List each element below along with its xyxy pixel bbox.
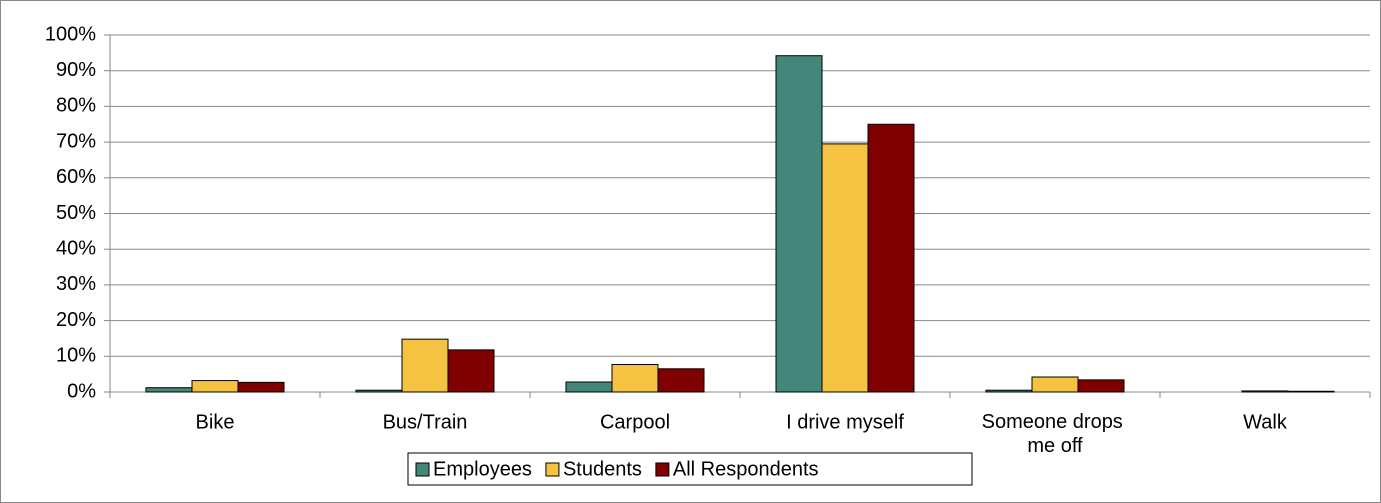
bar (1241, 390, 1289, 393)
y-tick-label: 50% (56, 202, 96, 224)
y-tick-label: 100% (45, 23, 96, 45)
y-tick-label: 60% (56, 166, 96, 188)
x-tick-label: I drive myself (786, 411, 904, 433)
bar (775, 55, 823, 393)
bar (611, 364, 659, 393)
bar (145, 387, 193, 393)
bar (1287, 390, 1335, 393)
legend-swatch (545, 462, 560, 477)
legend-swatch (655, 462, 670, 477)
bar (1077, 379, 1125, 393)
bar (821, 143, 869, 393)
y-tick-label: 0% (67, 380, 96, 402)
legend-swatch (415, 462, 430, 477)
bar (191, 380, 239, 393)
x-tick-label: Someone drops me off (982, 411, 1129, 457)
y-tick-label: 10% (56, 345, 96, 367)
bar (355, 389, 403, 393)
y-tick-label: 80% (56, 95, 96, 117)
x-tick-label: Bike (196, 411, 235, 433)
y-tick-label: 30% (56, 273, 96, 295)
y-tick-label: 90% (56, 59, 96, 81)
y-tick-label: 20% (56, 309, 96, 331)
legend-box (407, 452, 973, 486)
legend-label: Employees (433, 458, 532, 480)
x-tick-label: Carpool (600, 411, 670, 433)
bar (867, 123, 915, 393)
bar (657, 368, 705, 393)
legend-label: Students (563, 458, 642, 480)
bar (447, 349, 495, 393)
bar (565, 381, 613, 393)
bar (985, 389, 1033, 393)
y-tick-label: 40% (56, 237, 96, 259)
y-tick-label: 70% (56, 130, 96, 152)
x-tick-label: Bus/Train (383, 411, 468, 433)
bar (1031, 376, 1079, 393)
bar (401, 338, 449, 393)
legend-label: All Respondents (673, 458, 819, 480)
x-tick-label: Walk (1243, 411, 1288, 433)
bar (237, 381, 285, 393)
